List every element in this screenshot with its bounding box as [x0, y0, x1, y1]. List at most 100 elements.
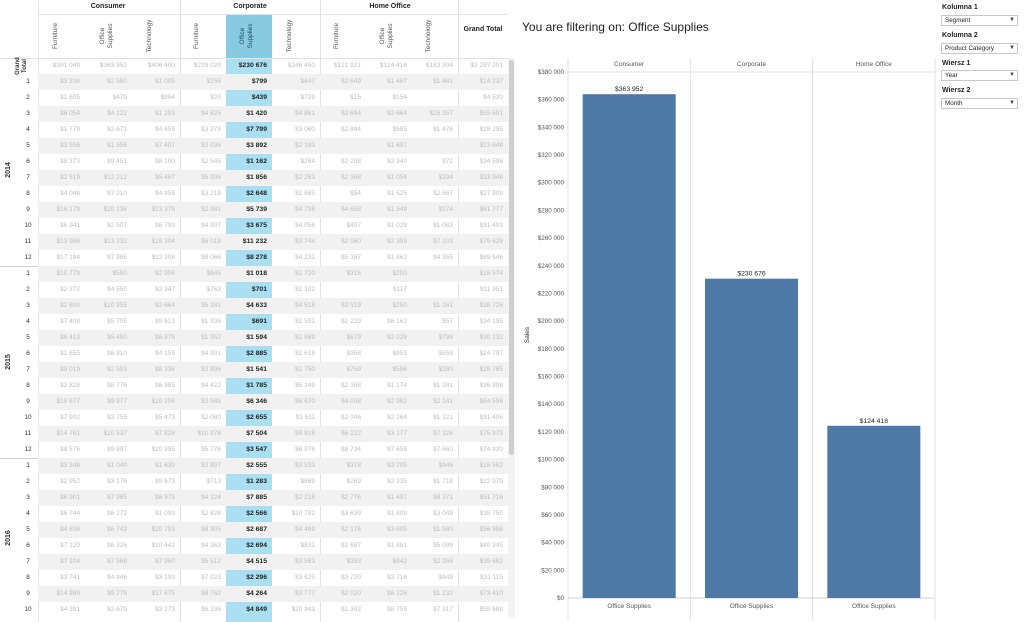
table-cell[interactable]: $2 507	[107, 222, 127, 229]
table-cell[interactable]: $1 054	[387, 174, 407, 181]
table-cell[interactable]: $9 977	[107, 398, 127, 405]
table-cell[interactable]: $12 212	[103, 174, 128, 181]
table-cell[interactable]: $2 193	[295, 142, 315, 149]
table-cell[interactable]: $5 776	[201, 446, 221, 453]
table-cell[interactable]: $11 951	[479, 286, 503, 293]
table-cell[interactable]: $1 750	[295, 366, 315, 373]
table-cell[interactable]: $17 184	[56, 254, 81, 261]
table-cell[interactable]: $6 019	[201, 238, 221, 245]
table-cell[interactable]: $64 596	[479, 398, 504, 405]
table-cell[interactable]: $2 368	[341, 382, 361, 389]
table-cell[interactable]: $6 744	[60, 510, 80, 517]
table-cell[interactable]: $6 976	[295, 446, 315, 453]
table-cell[interactable]: $74 920	[479, 446, 504, 453]
table-cell[interactable]: $374	[438, 206, 453, 213]
table-cell[interactable]: $1 862	[387, 254, 407, 261]
table-cell[interactable]: $3 556	[60, 142, 80, 149]
table-cell[interactable]: $31 115	[479, 574, 503, 581]
table-cell[interactable]: $3 563	[295, 558, 315, 565]
table-cell[interactable]: $4 264	[246, 590, 267, 597]
table-cell[interactable]: $884	[160, 94, 175, 101]
category-header[interactable]: Technology	[286, 19, 293, 53]
table-cell[interactable]: $1 174	[387, 382, 407, 389]
grand-total-cell[interactable]: $246 450	[287, 62, 315, 69]
table-cell[interactable]: $5 467	[155, 174, 175, 181]
grand-total-cell[interactable]: $363 952	[99, 62, 127, 69]
table-cell[interactable]: $6 985	[155, 382, 175, 389]
table-cell[interactable]: $5 181	[201, 302, 221, 309]
table-cell[interactable]: $59 688	[479, 606, 504, 613]
table-cell[interactable]: $799	[251, 78, 267, 85]
table-cell[interactable]: $2 800	[60, 302, 80, 309]
category-header[interactable]: Technology	[146, 19, 153, 53]
table-cell[interactable]: $9 762	[201, 590, 221, 597]
filter-select-kolumna-2[interactable]: Product Category ▼	[941, 43, 1018, 54]
grand-total-header[interactable]: Grand Total	[463, 26, 503, 33]
table-cell[interactable]: $1 420	[246, 110, 267, 117]
table-cell[interactable]: $2 982	[387, 398, 407, 405]
table-cell[interactable]: $378	[346, 462, 361, 469]
table-cell[interactable]: $7 986	[107, 254, 127, 261]
table-cell[interactable]: $4 658	[341, 206, 361, 213]
table-cell[interactable]: $18 574	[479, 270, 504, 277]
table-cell[interactable]: $264	[300, 158, 315, 165]
table-cell[interactable]: $701	[251, 286, 267, 293]
table-cell[interactable]: $9 451	[107, 158, 127, 165]
table-cell[interactable]: $7 104	[60, 558, 80, 565]
table-cell[interactable]: $6 336	[201, 606, 221, 613]
table-cell[interactable]: $1 099	[155, 510, 175, 517]
table-cell[interactable]: $4 515	[246, 558, 267, 565]
table-cell[interactable]: $6 162	[387, 318, 407, 325]
table-cell[interactable]: $7 660	[433, 446, 453, 453]
table-cell[interactable]: $1 281	[433, 382, 453, 389]
table-cell[interactable]: $200	[392, 270, 407, 277]
table-cell[interactable]: $56 988	[479, 526, 504, 533]
table-cell[interactable]: $1 639	[155, 462, 175, 469]
table-cell[interactable]: $9 371	[433, 494, 453, 501]
filter-select-wiersz-1[interactable]: Year ▼	[941, 70, 1018, 81]
table-cell[interactable]: $1 605	[60, 94, 80, 101]
table-cell[interactable]: $658	[438, 350, 453, 357]
table-cell[interactable]: $24 797	[479, 350, 504, 357]
table-cell[interactable]: $849	[438, 574, 453, 581]
table-cell[interactable]: $4 520	[483, 94, 503, 101]
table-cell[interactable]: $2 776	[341, 494, 361, 501]
grand-total-cell[interactable]: $229 020	[193, 62, 221, 69]
table-cell[interactable]: $590	[112, 270, 127, 277]
table-cell[interactable]: $27 909	[479, 190, 504, 197]
table-cell[interactable]: $7 568	[107, 558, 127, 565]
table-cell[interactable]: $256	[206, 78, 221, 85]
table-cell[interactable]: $5 249	[295, 382, 315, 389]
grand-total-cell[interactable]: $183 304	[425, 62, 453, 69]
table-cell[interactable]: $2 671	[107, 126, 127, 133]
table-cell[interactable]: $4 263	[201, 542, 221, 549]
table-cell[interactable]: $6 222	[341, 430, 361, 437]
table-cell[interactable]	[412, 266, 458, 282]
filter-select-kolumna-1[interactable]: Segment ▼	[941, 15, 1018, 26]
table-cell[interactable]: $2 828	[201, 510, 221, 517]
table-cell[interactable]: $3 176	[107, 478, 127, 485]
table-cell[interactable]: $280	[438, 366, 453, 373]
table-cell[interactable]: $75 973	[479, 430, 504, 437]
table-cell[interactable]: $3 897	[201, 462, 221, 469]
table-cell[interactable]: $1 229	[341, 318, 361, 325]
table-cell[interactable]: $6 413	[60, 334, 80, 341]
table-cell[interactable]: $13 232	[103, 238, 128, 245]
table-cell[interactable]: $6 054	[60, 110, 80, 117]
table-cell[interactable]: $1 685	[295, 190, 315, 197]
table-cell[interactable]: $5 490	[107, 334, 127, 341]
table-cell[interactable]: $8 066	[201, 254, 221, 261]
table-cell[interactable]: $4 633	[246, 302, 267, 309]
table-cell[interactable]: $7 965	[107, 494, 127, 501]
table-cell[interactable]: $28 765	[479, 366, 504, 373]
table-cell[interactable]: $4 124	[201, 494, 221, 501]
table-cell[interactable]: $5 473	[155, 414, 175, 421]
table-cell[interactable]: $3 273	[155, 606, 175, 613]
bar[interactable]	[827, 425, 921, 598]
table-cell[interactable]: $679	[346, 334, 361, 341]
table-cell[interactable]: $831	[300, 542, 315, 549]
table-cell[interactable]: $759	[346, 366, 361, 373]
table-cell[interactable]: $2 906	[155, 270, 175, 277]
table-cell[interactable]: $2 981	[201, 206, 221, 213]
table-cell[interactable]: $7 960	[155, 558, 175, 565]
